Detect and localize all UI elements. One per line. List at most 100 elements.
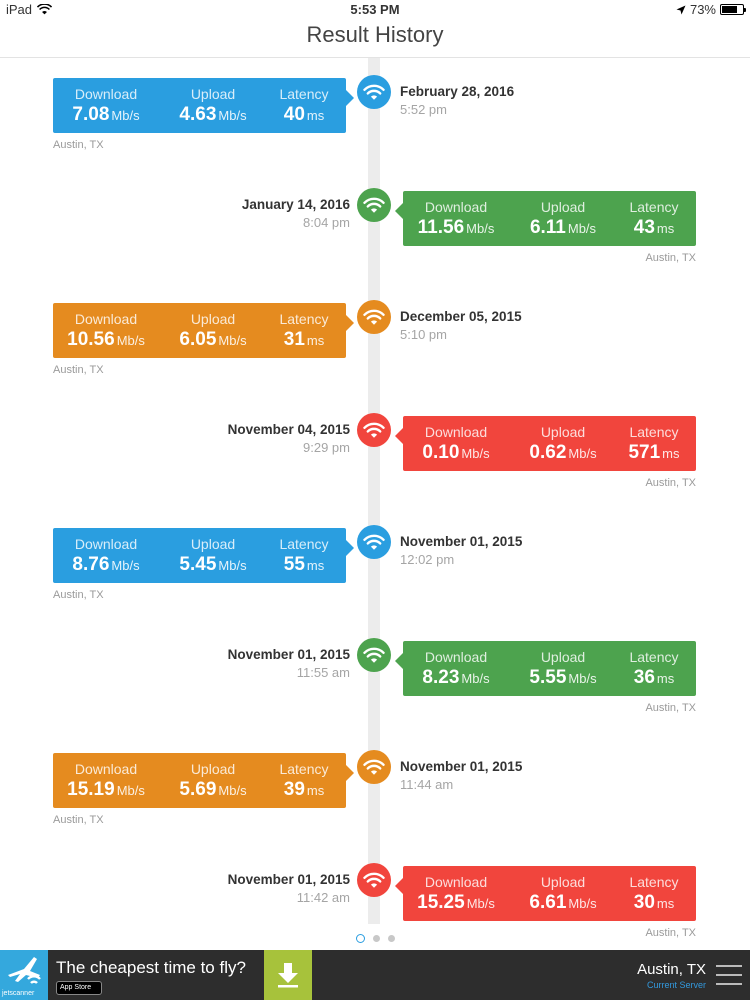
result-date-block: January 14, 2016 8:04 pm: [242, 197, 350, 231]
latency-metric: Latency 30 ms: [613, 866, 695, 915]
upload-value: 5.69 Mb/s: [163, 779, 263, 802]
wifi-icon: [363, 309, 385, 325]
latency-value: 30 ms: [613, 892, 695, 915]
download-label: Download: [424, 423, 488, 440]
latency-unit: ms: [306, 783, 325, 798]
menu-icon[interactable]: [716, 965, 742, 985]
upload-value: 6.11 Mb/s: [513, 217, 613, 240]
plane-wifi-icon: [8, 957, 41, 984]
download-unit: Mb/s: [461, 670, 490, 686]
page-indicator[interactable]: [0, 934, 750, 943]
result-card[interactable]: Download 15.25 Mb/s Upload 6.61 Mb/s Latency 30…: [395, 865, 696, 921]
download-unit: Mb/s: [111, 558, 140, 573]
download-unit: Mb/s: [461, 445, 490, 461]
result-date: November 04, 2015: [227, 421, 350, 437]
download-number: 11.56: [417, 216, 465, 238]
upload-number: 0.62: [529, 441, 567, 463]
status-bar: iPad 5:53 PM 73%: [0, 0, 750, 20]
download-label: Download: [424, 198, 488, 215]
wifi-icon: [363, 84, 385, 100]
result-location: Austin, TX: [645, 476, 696, 489]
upload-number: 4.63: [179, 104, 217, 125]
upload-label: Upload: [540, 423, 586, 440]
upload-label: Upload: [190, 761, 236, 777]
result-card[interactable]: Download 0.10 Mb/s Upload 0.62 Mb/s Latency 571…: [395, 415, 696, 471]
upload-metric: Upload 0.62 Mb/s: [513, 416, 613, 465]
menu-line: [716, 983, 742, 985]
result-date: November 01, 2015: [227, 871, 350, 887]
result-entry[interactable]: Download 15.19 Mb/s Upload 5.69 Mb/s Latency 39…: [0, 735, 750, 845]
result-time: 5:10 pm: [400, 327, 447, 342]
latency-metric: Latency 40 ms: [263, 78, 345, 127]
result-entry[interactable]: Download 7.08 Mb/s Upload 4.63 Mb/s Latency 40 m…: [0, 60, 750, 170]
result-card[interactable]: Download 8.23 Mb/s Upload 5.55 Mb/s Latency 36 m…: [395, 640, 696, 696]
upload-unit: Mb/s: [568, 895, 597, 911]
download-value: 15.25 Mb/s: [406, 892, 506, 915]
upload-label: Upload: [540, 198, 586, 215]
result-entry[interactable]: Download 15.25 Mb/s Upload 6.61 Mb/s Latency 30…: [0, 848, 750, 958]
upload-number: 5.69: [179, 779, 217, 800]
page-dot[interactable]: [372, 935, 380, 942]
result-entry[interactable]: Download 0.10 Mb/s Upload 0.62 Mb/s Latency 571…: [0, 398, 750, 508]
download-unit: Mb/s: [466, 220, 495, 236]
result-location: Austin, TX: [53, 139, 104, 151]
current-server-name[interactable]: Austin, TX: [637, 961, 706, 978]
timeline-node: [357, 412, 391, 447]
latency-value: 40 ms: [263, 104, 345, 127]
latency-number: 31: [283, 329, 305, 350]
result-time: 8:04 pm: [303, 214, 350, 230]
upload-number: 6.11: [529, 216, 566, 238]
upload-unit: Mb/s: [568, 670, 597, 686]
download-unit: Mb/s: [466, 895, 495, 911]
download-metric: Download 7.08 Mb/s: [56, 78, 156, 127]
download-value: 0.10 Mb/s: [406, 442, 506, 465]
upload-number: 6.05: [179, 329, 217, 350]
result-entry[interactable]: Download 8.23 Mb/s Upload 5.55 Mb/s Latency 36 m…: [0, 623, 750, 733]
latency-metric: Latency 36 ms: [613, 641, 695, 690]
download-metric: Download 8.76 Mb/s: [56, 528, 156, 577]
result-entry[interactable]: Download 10.56 Mb/s Upload 6.05 Mb/s Latency 31…: [0, 285, 750, 395]
download-label: Download: [424, 648, 488, 665]
ad-download-button[interactable]: [264, 950, 312, 1000]
latency-unit: ms: [306, 558, 325, 573]
current-server-label: Current Server: [646, 980, 706, 990]
download-metric: Download 0.10 Mb/s: [406, 416, 506, 465]
latency-unit: ms: [306, 333, 325, 348]
upload-value: 4.63 Mb/s: [163, 104, 263, 127]
wifi-icon: [363, 422, 385, 438]
result-date: January 14, 2016: [241, 196, 350, 212]
timeline-node: [357, 750, 391, 784]
result-entry[interactable]: Download 11.56 Mb/s Upload 6.11 Mb/s Latency 43…: [0, 173, 750, 283]
timeline-node: [357, 187, 391, 222]
page-dot[interactable]: [387, 935, 395, 942]
result-time: 11:44 am: [400, 777, 454, 792]
latency-label: Latency: [279, 761, 329, 777]
result-card[interactable]: Download 15.19 Mb/s Upload 5.69 Mb/s Latency 39…: [53, 753, 354, 808]
upload-unit: Mb/s: [218, 783, 247, 798]
upload-unit: Mb/s: [567, 220, 597, 236]
latency-value: 55 ms: [263, 554, 345, 577]
result-date: February 28, 2016: [400, 84, 515, 99]
result-card[interactable]: Download 8.76 Mb/s Upload 5.45 Mb/s Latency 55 m…: [53, 528, 354, 583]
result-entry[interactable]: Download 8.76 Mb/s Upload 5.45 Mb/s Latency 55 m…: [0, 510, 750, 620]
result-card[interactable]: Download 10.56 Mb/s Upload 6.05 Mb/s Latency 31…: [53, 303, 354, 358]
download-label: Download: [424, 873, 488, 890]
app-store-badge[interactable]: App Store: [56, 981, 102, 995]
page-dot[interactable]: [355, 934, 365, 943]
wifi-icon: [363, 197, 385, 213]
result-card[interactable]: Download 7.08 Mb/s Upload 4.63 Mb/s Latency 40 m…: [53, 78, 354, 133]
result-timeline[interactable]: Download 7.08 Mb/s Upload 4.63 Mb/s Latency 40 m…: [0, 58, 750, 939]
upload-unit: Mb/s: [218, 333, 247, 348]
upload-metric: Upload 4.63 Mb/s: [163, 78, 263, 127]
result-card[interactable]: Download 11.56 Mb/s Upload 6.11 Mb/s Latency 43…: [395, 190, 696, 246]
latency-metric: Latency 571 ms: [613, 416, 695, 465]
latency-number: 40: [283, 104, 305, 125]
download-value: 11.56 Mb/s: [406, 217, 506, 240]
upload-number: 5.45: [179, 554, 217, 575]
download-number: 7.08: [72, 104, 110, 125]
download-value: 8.76 Mb/s: [56, 554, 156, 577]
status-left: iPad: [6, 2, 53, 17]
latency-label: Latency: [279, 86, 329, 102]
ad-headline[interactable]: The cheapest time to fly?: [56, 958, 246, 977]
ad-logo[interactable]: jetscanner: [0, 950, 48, 1000]
